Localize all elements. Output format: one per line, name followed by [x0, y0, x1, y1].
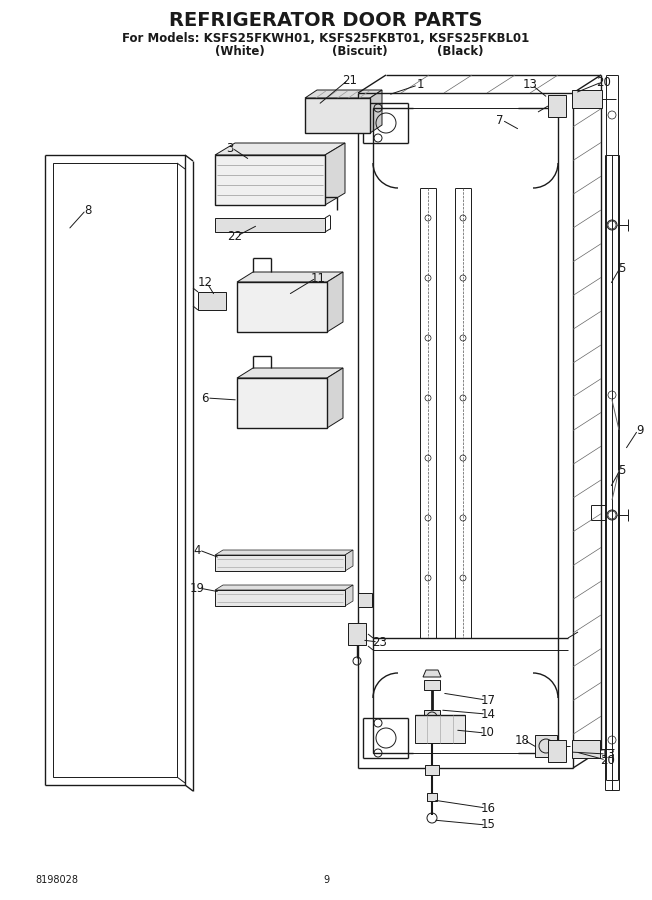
Text: For Models: KSFS25FKWH01, KSFS25FKBT01, KSFS25FKBL01: For Models: KSFS25FKWH01, KSFS25FKBT01, …: [123, 32, 529, 44]
Bar: [237, 378, 327, 428]
Polygon shape: [370, 90, 382, 133]
Bar: [215, 155, 325, 205]
Bar: [215, 555, 345, 571]
Text: 15: 15: [481, 818, 496, 832]
Bar: [535, 735, 557, 757]
Text: 4: 4: [193, 544, 201, 556]
Polygon shape: [237, 368, 343, 378]
Text: 8: 8: [84, 203, 92, 217]
Text: 23: 23: [372, 635, 387, 649]
Text: 11: 11: [310, 272, 325, 284]
Polygon shape: [215, 550, 353, 555]
Bar: [53, 163, 177, 777]
Polygon shape: [325, 143, 345, 205]
Bar: [237, 282, 327, 332]
Bar: [548, 740, 566, 762]
Polygon shape: [215, 143, 345, 155]
Polygon shape: [305, 90, 382, 98]
Text: 5: 5: [618, 464, 626, 476]
Text: 1: 1: [416, 78, 424, 92]
Bar: [215, 218, 325, 232]
Text: (Black): (Black): [437, 46, 483, 58]
Polygon shape: [423, 670, 441, 677]
Text: 8198028: 8198028: [35, 875, 78, 885]
Text: 14: 14: [481, 707, 496, 721]
Polygon shape: [345, 585, 353, 606]
Polygon shape: [327, 272, 343, 332]
Text: 9: 9: [323, 875, 329, 885]
Text: 6: 6: [201, 392, 209, 404]
Bar: [425, 765, 439, 775]
Text: 20: 20: [600, 753, 615, 767]
Text: 22: 22: [228, 230, 243, 242]
Text: 19: 19: [190, 581, 205, 595]
Polygon shape: [215, 585, 353, 590]
Text: (White): (White): [215, 46, 265, 58]
Polygon shape: [327, 368, 343, 428]
Text: 18: 18: [514, 734, 529, 746]
Bar: [424, 680, 440, 690]
Text: 13: 13: [600, 748, 615, 760]
Bar: [415, 715, 465, 743]
Text: 10: 10: [480, 726, 494, 740]
Bar: [198, 292, 226, 310]
Text: 12: 12: [198, 276, 213, 290]
Bar: [424, 710, 440, 724]
Polygon shape: [237, 272, 343, 282]
Bar: [305, 98, 370, 133]
Bar: [215, 590, 345, 606]
Text: 13: 13: [522, 78, 537, 92]
Text: 17: 17: [481, 694, 496, 706]
Bar: [358, 593, 372, 607]
Bar: [548, 95, 566, 117]
Bar: [373, 108, 558, 753]
Bar: [572, 90, 602, 108]
Text: (Biscuit): (Biscuit): [332, 46, 388, 58]
Text: 20: 20: [597, 76, 612, 88]
Text: REFRIGERATOR DOOR PARTS: REFRIGERATOR DOOR PARTS: [170, 11, 482, 30]
Bar: [348, 623, 366, 645]
Text: 3: 3: [226, 141, 233, 155]
Text: 9: 9: [636, 424, 644, 436]
Text: 21: 21: [342, 74, 357, 86]
Text: 7: 7: [496, 113, 504, 127]
Text: 5: 5: [618, 262, 626, 274]
Polygon shape: [345, 550, 353, 571]
Text: 16: 16: [481, 802, 496, 814]
Bar: [427, 793, 437, 801]
Bar: [572, 740, 600, 758]
